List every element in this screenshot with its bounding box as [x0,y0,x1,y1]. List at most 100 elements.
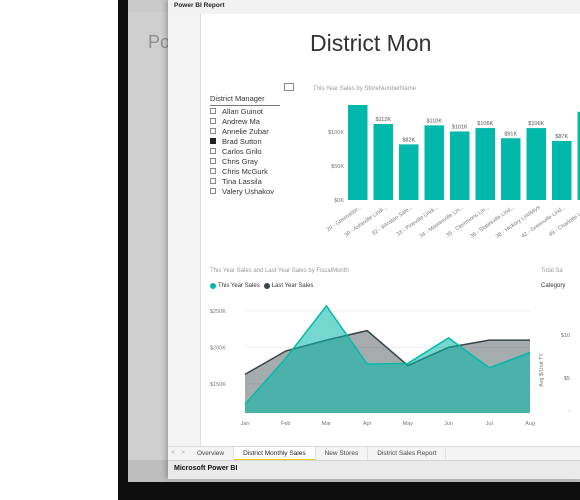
legend-marker-last-year [263,283,270,289]
slicer-item-label: Valery Ushakov [222,186,274,196]
slicer-item-label: Chris Gray [222,156,258,166]
bar-y-tick: $100K [328,130,344,136]
bar-data-label: $112K [376,117,392,123]
bar-category-label: 38 - Hickory Lindseys [495,205,542,240]
bar[interactable] [373,124,394,200]
scatter-y-tick: $10 [561,333,570,339]
device-bezel-left [118,0,128,500]
slicer-item[interactable]: Tina Lassila [210,176,290,186]
slicer-item[interactable]: Chris Gray [210,156,290,166]
bar-data-label: $87K [555,134,568,140]
slicer-item-label: Annelie Zubar [222,126,269,136]
slicer-item-label: Chris McGurk [222,166,268,176]
bar[interactable] [475,128,496,200]
slicer-focus-icon[interactable] [284,83,294,91]
status-bar: Microsoft Power BI [168,460,580,479]
bar[interactable] [501,138,521,200]
window-titlebar[interactable]: Power BI Report [168,0,580,15]
slicer-item[interactable]: Allan Guinot [210,106,290,116]
device-bezel-bottom [118,482,580,500]
area-x-tick: Apr [363,421,372,427]
bar-category-label: 35 - Clemmons Lin... [445,204,490,238]
slicer-item[interactable]: Annelie Zubar [210,126,290,136]
scatter-y-tick: - [568,408,570,414]
bar-data-label: $82K [402,137,415,143]
bar[interactable] [424,125,445,200]
background-app-title: Po [148,32,171,52]
slicer-checkbox[interactable] [210,108,216,114]
area-chart-legend: This Year Sales Last Year Sales [210,283,313,289]
area-series-fill[interactable] [245,305,530,413]
area-y-tick: $150K [210,382,226,388]
area-chart-title: This Year Sales and Last Year Sales by F… [210,268,349,274]
area-x-tick: Feb [281,421,290,427]
report-title: District Mon [310,30,432,56]
slicer-checkbox[interactable] [210,168,216,174]
bar-data-label: $110K [427,118,443,124]
tab-overview[interactable]: Overview [188,447,235,461]
bar[interactable] [552,140,572,200]
bar-data-label: $91K [504,131,517,137]
report-window: Power BI Report [168,0,580,478]
bar[interactable] [577,111,580,200]
area-x-tick: Jun [444,421,453,427]
window-title: Power BI Report [174,2,225,9]
tab-district-sales-report[interactable]: District Sales Report [368,447,447,461]
background-app-sidebar [128,12,168,482]
slicer-item[interactable]: Brad Sutton [210,136,290,146]
scatter-y-tick: $5 [564,376,570,382]
bar-category-label: 36 - Statesville Lind... [469,204,516,239]
area-y-tick: $250K [210,309,226,315]
tab-district-monthly-sales[interactable]: District Monthly Sales [234,447,316,461]
slicer-checkbox[interactable] [210,188,216,194]
tab-new-stores[interactable]: New Stores [316,447,369,461]
area-x-tick: May [403,421,414,427]
bar-y-tick: $0K [334,198,344,204]
slicer-checkbox[interactable] [210,158,216,164]
district-manager-slicer: District Manager Allan Guinot Andrew Ma An… [210,85,290,196]
slicer-item-label: Andrew Ma [222,116,260,126]
scatter-chart-legend-title: Category [541,283,566,289]
slicer-item-label: Brad Sutton [222,136,262,146]
bar-category-label: 34 - Mooresville Lin... [419,204,466,239]
slicer-checkbox[interactable] [210,178,216,184]
slicer-checkbox[interactable] [210,118,216,124]
bar[interactable] [450,131,470,200]
legend-marker-this-year [210,283,216,289]
page-tabs: < > Overview District Monthly Sales New St… [168,446,580,461]
area-x-tick: Aug [525,421,535,427]
bar-category-label: 30 - Asheville Lindi... [344,204,389,238]
slicer-item[interactable]: Chris McGurk [210,166,290,176]
slicer-item-label: Tina Lassila [222,176,262,186]
area-x-tick: Mar [322,421,332,427]
slicer-checkbox[interactable] [210,138,216,144]
bar-data-label: $101K [452,124,468,130]
slicer-items: Allan Guinot Andrew Ma Annelie Zubar Brad S… [210,106,290,196]
scatter-chart-title: Total Sa [541,268,563,274]
scatter-chart: Avg $/Unit TY $10 $5 - [539,333,570,414]
tab-prev-button[interactable]: < [171,450,175,456]
bar-data-label: $106K [477,121,493,127]
bar[interactable] [399,144,419,200]
tab-next-button[interactable]: > [181,450,185,456]
report-left-pane [168,14,201,446]
legend-label-last-year: Last Year Sales [271,283,314,289]
scatter-y-label: Avg $/Unit TY [539,353,545,387]
bar[interactable] [526,128,547,200]
slicer-checkbox[interactable] [210,148,216,154]
slicer-checkbox[interactable] [210,128,216,134]
slicer-item[interactable]: Carlos Grilo [210,146,290,156]
area-y-tick: $200K [210,345,226,351]
area-series-line [244,304,531,405]
bar-category-label: 42 - Greenville Lind... [521,204,568,239]
slicer-item-label: Carlos Grilo [222,146,262,156]
status-app-name: Microsoft Power BI [174,465,238,472]
bar[interactable] [348,105,368,200]
bar-chart-title: This Year Sales by StoreNumberName [313,86,417,92]
slicer-item[interactable]: Valery Ushakov [210,186,290,196]
bar-data-label: $106K [528,121,544,127]
slicer-item-label: Allan Guinot [222,106,263,116]
slicer-item[interactable]: Andrew Ma [210,116,290,126]
area-x-tick: Jan [241,421,250,427]
